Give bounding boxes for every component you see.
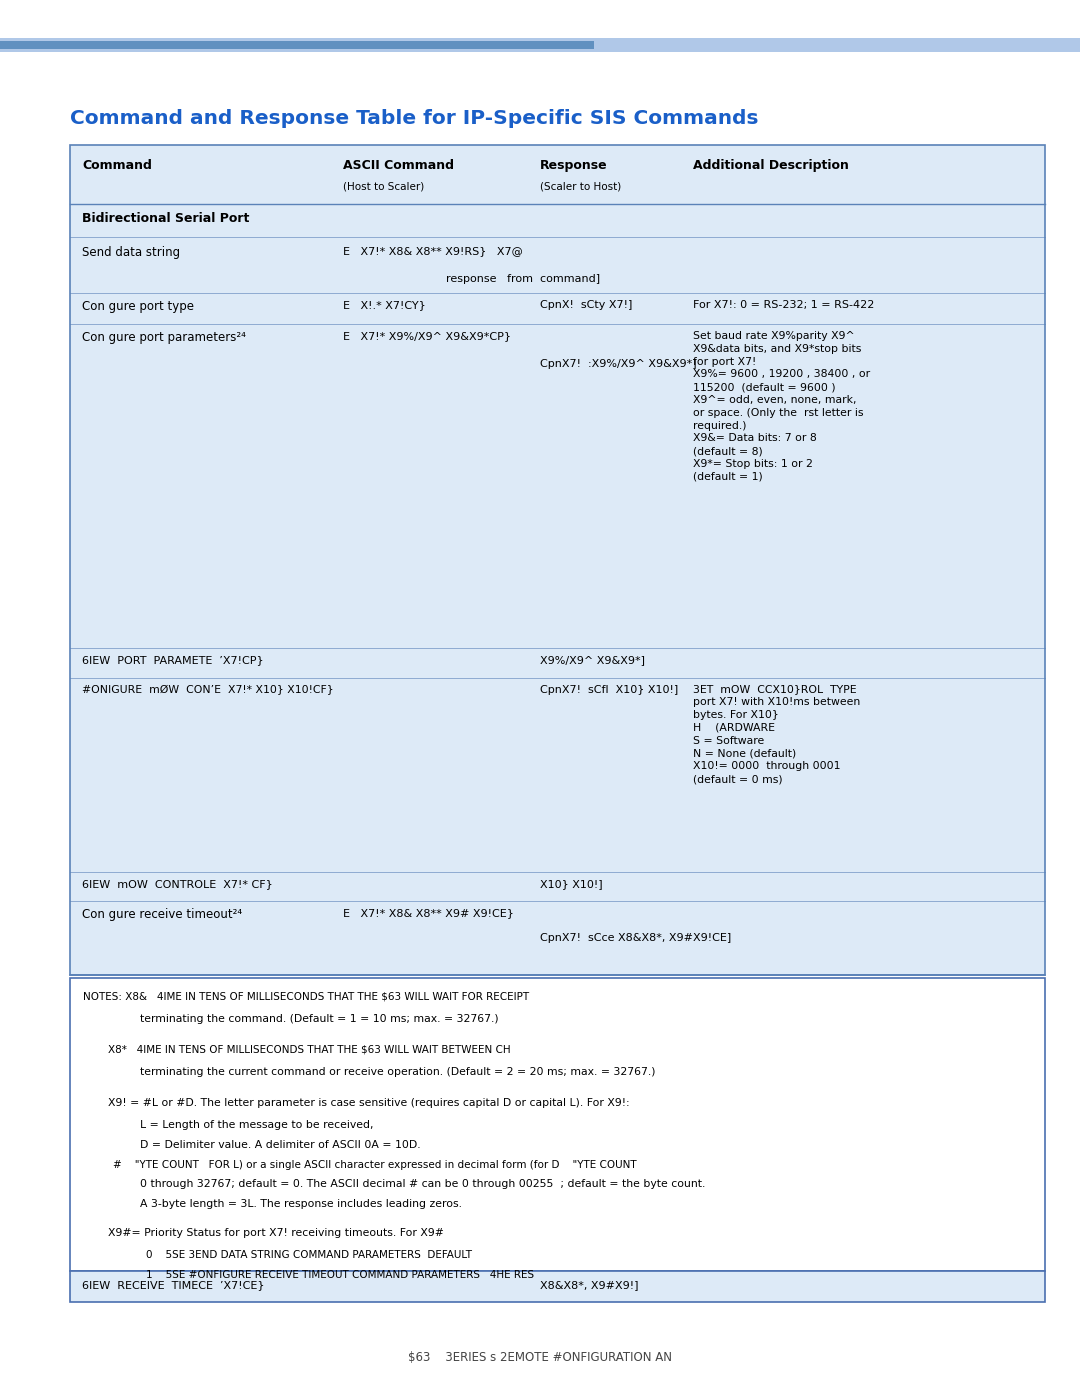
Text: CpnX7!  sCce X8&X8*, X9#X9!CE]: CpnX7! sCce X8&X8*, X9#X9!CE] xyxy=(540,933,731,943)
Text: (Scaler to Host): (Scaler to Host) xyxy=(540,182,621,191)
Text: response   from  command]: response from command] xyxy=(446,274,600,284)
Text: 6IEW  PORT  PARAMETE  ’X7!CP}: 6IEW PORT PARAMETE ’X7!CP} xyxy=(82,655,264,665)
Text: #    "YTE COUNT   FOR L) or a single ASCII character expressed in decimal form (: # "YTE COUNT FOR L) or a single ASCII ch… xyxy=(113,1160,637,1169)
Text: Con gure port parameters²⁴: Con gure port parameters²⁴ xyxy=(82,331,246,344)
Text: NOTES: X8&   4IME IN TENS OF MILLISECONDS THAT THE $63 WILL WAIT FOR RECEIPT: NOTES: X8& 4IME IN TENS OF MILLISECONDS … xyxy=(83,992,529,1002)
Text: D = Delimiter value. A delimiter of ASCII 0A = 10D.: D = Delimiter value. A delimiter of ASCI… xyxy=(140,1140,421,1150)
Text: X9%/X9^ X9&X9*]: X9%/X9^ X9&X9*] xyxy=(540,655,645,665)
Text: E   X!.* X7!CY}: E X!.* X7!CY} xyxy=(343,300,427,310)
Text: 1    5SE #ONFIGURE RECEIVE TIMEOUT COMMAND PARAMETERS   4HE RES: 1 5SE #ONFIGURE RECEIVE TIMEOUT COMMAND … xyxy=(146,1270,534,1280)
Text: X8*   4IME IN TENS OF MILLISECONDS THAT THE $63 WILL WAIT BETWEEN CH: X8* 4IME IN TENS OF MILLISECONDS THAT TH… xyxy=(108,1045,511,1055)
Text: For X7!: 0 = RS-232; 1 = RS-422: For X7!: 0 = RS-232; 1 = RS-422 xyxy=(693,300,875,310)
Text: E   X7!* X8& X8** X9!RS}   X7@: E X7!* X8& X8** X9!RS} X7@ xyxy=(343,246,523,256)
Text: (Host to Scaler): (Host to Scaler) xyxy=(343,182,424,191)
Text: Set baud rate X9%parity X9^
X9&data bits, and X9*stop bits
for port X7!
X9%= 960: Set baud rate X9%parity X9^ X9&data bits… xyxy=(693,331,870,482)
Text: Con gure receive timeout²⁴: Con gure receive timeout²⁴ xyxy=(82,908,242,921)
Text: X8&X8*, X9#X9!]: X8&X8*, X9#X9!] xyxy=(540,1280,638,1289)
Text: 0 through 32767; default = 0. The ASCII decimal # can be 0 through 00255  ; defa: 0 through 32767; default = 0. The ASCII … xyxy=(140,1179,705,1189)
Text: Additional Description: Additional Description xyxy=(693,159,849,172)
Text: Command and Response Table for IP-Specific SIS Commands: Command and Response Table for IP-Specif… xyxy=(70,109,759,129)
Text: E   X7!* X8& X8** X9# X9!CE}: E X7!* X8& X8** X9# X9!CE} xyxy=(343,908,514,918)
Text: $63    3ERIES s 2EMOTE #ONFIGURATION AN: $63 3ERIES s 2EMOTE #ONFIGURATION AN xyxy=(408,1351,672,1365)
Text: L = Length of the message to be received,: L = Length of the message to be received… xyxy=(140,1120,374,1130)
Text: Send data string: Send data string xyxy=(82,246,180,258)
Text: terminating the command. (Default = 1 = 10 ms; max. = 32767.): terminating the command. (Default = 1 = … xyxy=(140,1014,499,1024)
Text: X9! = #L or #D. The letter parameter is case sensitive (requires capital D or ca: X9! = #L or #D. The letter parameter is … xyxy=(108,1098,630,1108)
Text: 6IEW  RECEIVE  TIMECE  ’X7!CE}: 6IEW RECEIVE TIMECE ’X7!CE} xyxy=(82,1280,265,1289)
Bar xyxy=(0,41,594,49)
Bar xyxy=(70,978,1045,1271)
Text: CpnX7!  sCfl  X10} X10!]: CpnX7! sCfl X10} X10!] xyxy=(540,685,678,694)
Bar xyxy=(0,38,1080,52)
Text: A 3-byte length = 3L. The response includes leading zeros.: A 3-byte length = 3L. The response inclu… xyxy=(140,1199,462,1208)
Text: E   X7!* X9%/X9^ X9&X9*CP}: E X7!* X9%/X9^ X9&X9*CP} xyxy=(343,331,512,341)
Text: Con gure port type: Con gure port type xyxy=(82,300,194,313)
Text: ASCII Command: ASCII Command xyxy=(343,159,455,172)
Text: 0    5SE 3END DATA STRING COMMAND PARAMETERS  DEFAULT: 0 5SE 3END DATA STRING COMMAND PARAMETER… xyxy=(146,1250,472,1260)
Text: X9#= Priority Status for port X7! receiving timeouts. For X9#: X9#= Priority Status for port X7! receiv… xyxy=(108,1228,444,1238)
Text: CpnX7!  :X9%/X9^ X9&X9*]: CpnX7! :X9%/X9^ X9&X9*] xyxy=(540,359,697,369)
Text: Response: Response xyxy=(540,159,608,172)
Text: Bidirectional Serial Port: Bidirectional Serial Port xyxy=(82,212,249,225)
Bar xyxy=(70,145,1045,975)
Text: terminating the current command or receive operation. (Default = 2 = 20 ms; max.: terminating the current command or recei… xyxy=(140,1067,656,1077)
Text: #ONIGURE  mØW  CON’E  X7!* X10} X10!CF}: #ONIGURE mØW CON’E X7!* X10} X10!CF} xyxy=(82,685,334,694)
Text: 6IEW  mOW  CONTROLE  X7!* CF}: 6IEW mOW CONTROLE X7!* CF} xyxy=(82,879,273,888)
Bar xyxy=(70,1271,1045,1302)
Text: 3ET  mOW  CCX10}ROL  TYPE
port X7! with X10!ms between
bytes. For X10}
H    (ARD: 3ET mOW CCX10}ROL TYPE port X7! with X10… xyxy=(693,685,861,784)
Text: Command: Command xyxy=(82,159,152,172)
Text: X10} X10!]: X10} X10!] xyxy=(540,879,603,888)
Text: CpnX!  sCty X7!]: CpnX! sCty X7!] xyxy=(540,300,633,310)
